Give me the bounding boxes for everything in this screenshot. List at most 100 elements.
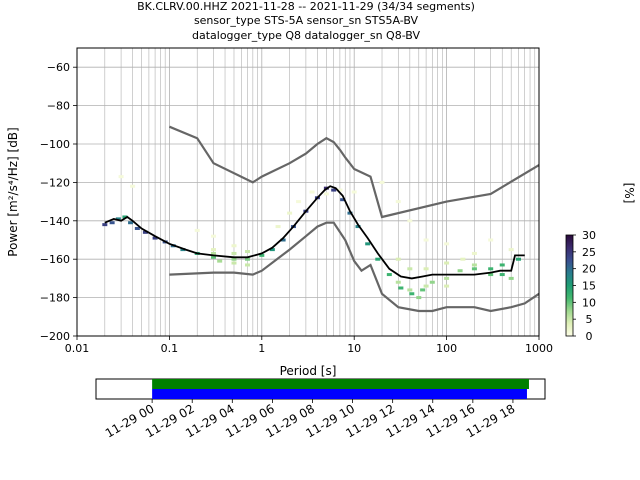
histogram-bin	[134, 226, 140, 230]
x-axis: 0.01 0.1 1 10 100 1000	[65, 336, 553, 355]
coverage-bar	[152, 379, 529, 389]
histogram-bin	[471, 263, 477, 267]
x-tick-label: 1000	[525, 342, 553, 355]
colorbar-tick-label: 5	[586, 313, 593, 326]
y-tick-label: −200	[40, 330, 70, 343]
coverage-bars	[152, 379, 529, 399]
colorbar	[565, 234, 574, 337]
histogram-bin	[508, 276, 514, 280]
y-tick-label: −160	[40, 253, 70, 266]
x-tick-label: 1	[258, 342, 265, 355]
histogram-bin	[102, 223, 108, 227]
histogram-bin	[423, 238, 429, 242]
histogram-bin	[516, 257, 522, 261]
histogram-bin	[420, 288, 426, 292]
histogram-bin	[122, 215, 128, 219]
histogram-bin	[309, 190, 315, 194]
histogram-bin	[130, 184, 136, 188]
histogram-bin	[128, 221, 134, 225]
colorbar-tick-label: 30	[582, 229, 596, 242]
histogram-bin	[407, 288, 413, 292]
figure-title-line-2: sensor_type STS-5A sensor_sn STS5A-BV	[194, 14, 419, 27]
histogram-bin	[499, 273, 505, 277]
histogram-bin	[416, 296, 422, 300]
histogram-bin	[508, 248, 514, 252]
figure-title-line-3: datalogger_type Q8 datalogger_sn Q8-BV	[192, 29, 420, 42]
histogram-bin	[340, 198, 346, 202]
histogram-bin	[407, 219, 413, 223]
histogram-bin	[407, 267, 413, 271]
histogram-bin	[347, 211, 353, 215]
histogram-bin	[180, 248, 186, 252]
colorbar-label: [%]	[622, 183, 636, 204]
histogram-bin	[460, 257, 466, 261]
noise-model-curves	[168, 125, 540, 313]
x-axis-label: Period [s]	[280, 364, 337, 378]
histogram-bin	[375, 257, 381, 261]
y-tick-label: −80	[47, 100, 70, 113]
histogram-bin	[194, 228, 200, 232]
histogram-bin	[444, 276, 450, 280]
histogram-bin	[409, 292, 415, 296]
histogram-bin	[471, 251, 477, 255]
y-tick-label: −100	[40, 138, 70, 151]
histogram-bin	[244, 250, 250, 254]
colorbar-tick-label: 0	[586, 330, 593, 343]
histogram-bin	[337, 188, 343, 192]
y-axis-label: Power [m²/s⁴/Hz] [dB]	[6, 127, 20, 256]
histogram-bin	[444, 284, 450, 288]
histogram-bin	[231, 261, 237, 265]
histogram-bin	[323, 192, 329, 196]
histogram-bin	[152, 236, 158, 240]
histogram-bin	[488, 267, 494, 271]
histogram-bin	[499, 263, 505, 267]
colorbar-ticks: 0 5 10 15 20 25 30	[573, 229, 596, 343]
histogram-bin	[488, 273, 494, 277]
histogram-bin	[457, 269, 463, 273]
histogram-bin	[231, 244, 237, 248]
histogram-bin	[471, 267, 477, 271]
coverage-bar	[152, 389, 527, 399]
histogram-bin	[115, 217, 121, 221]
histogram-bin	[444, 242, 450, 246]
y-tick-label: −120	[40, 176, 70, 189]
histogram-bin	[488, 238, 494, 242]
histogram-bin	[231, 251, 237, 255]
histogram-bin	[287, 211, 293, 215]
histogram-bin	[244, 257, 250, 261]
histogram-bin	[386, 273, 392, 277]
y-axis: −200 −180 −160 −140 −120 −100 −80 −60	[40, 61, 77, 343]
histogram-bin	[395, 257, 401, 261]
histogram-bin	[398, 286, 404, 290]
histogram-bin	[331, 188, 337, 192]
histogram-bin	[259, 253, 265, 257]
histogram-bin	[269, 248, 275, 252]
plot-frame	[76, 47, 540, 337]
y-tick-label: −60	[47, 61, 70, 74]
figure-title-line-1: BK.CLRV.00.HHZ 2021-11-28 -- 2021-11-29 …	[137, 0, 475, 13]
histogram-bin	[423, 267, 429, 271]
histogram-bin	[217, 259, 223, 263]
x-tick-label: 100	[436, 342, 457, 355]
y-tick-label: −180	[40, 292, 70, 305]
histogram-bin	[210, 251, 216, 255]
colorbar-tick-label: 25	[582, 246, 596, 259]
histogram-bin	[231, 257, 237, 261]
histogram-bin	[365, 242, 371, 246]
colorbar-tick-label: 20	[582, 263, 596, 276]
mode-curve-layer	[104, 185, 525, 280]
plot-grid	[76, 48, 539, 337]
histogram-bin	[142, 230, 148, 234]
colorbar-tick-label: 15	[582, 280, 596, 293]
high-noise-model-line	[168, 125, 540, 219]
histogram-bin	[423, 284, 429, 288]
histogram-bin	[244, 263, 250, 267]
histogram-bin	[395, 280, 401, 284]
histogram-bin	[444, 261, 450, 265]
x-tick-label: 0.1	[161, 342, 179, 355]
histogram-bin	[351, 190, 357, 194]
histogram-bin	[296, 200, 302, 204]
histogram-bin	[210, 255, 216, 259]
